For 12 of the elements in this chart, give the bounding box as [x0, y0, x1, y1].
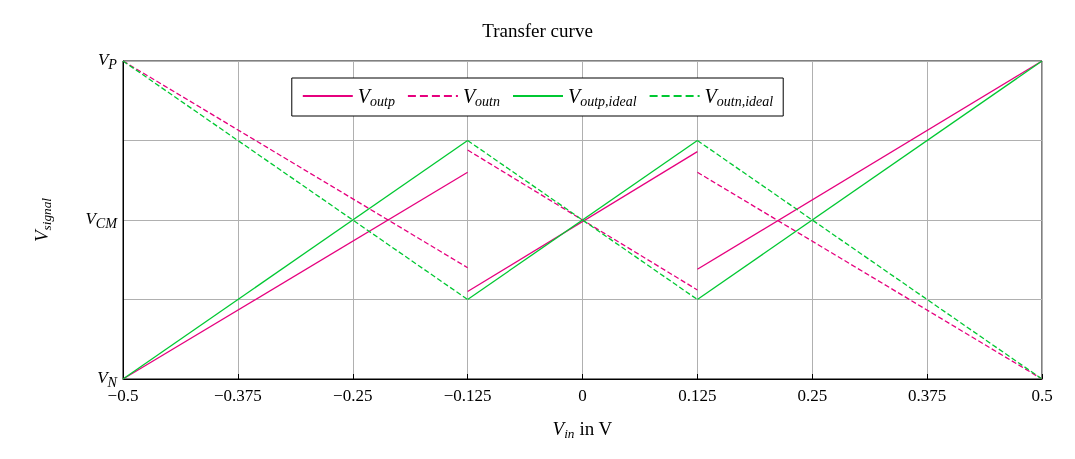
x-tick-label: −0.375	[213, 386, 262, 405]
x-tick-label: 0.25	[797, 386, 828, 405]
text: V$_{P}$	[97, 50, 117, 75]
x-tick-label: 0.375	[908, 386, 947, 405]
y-axis-title: Vsignal	[31, 197, 54, 243]
text: V$_{CM}$	[85, 209, 117, 234]
x-tick-label: 0.5	[1031, 386, 1053, 405]
chart-title: Transfer curve	[482, 20, 593, 41]
x-tick-label: −0.125	[443, 386, 492, 405]
x-tick-label: 0	[578, 386, 587, 405]
x-tick-label: −0.25	[333, 386, 373, 405]
x-tick-label: 0.125	[678, 386, 717, 405]
